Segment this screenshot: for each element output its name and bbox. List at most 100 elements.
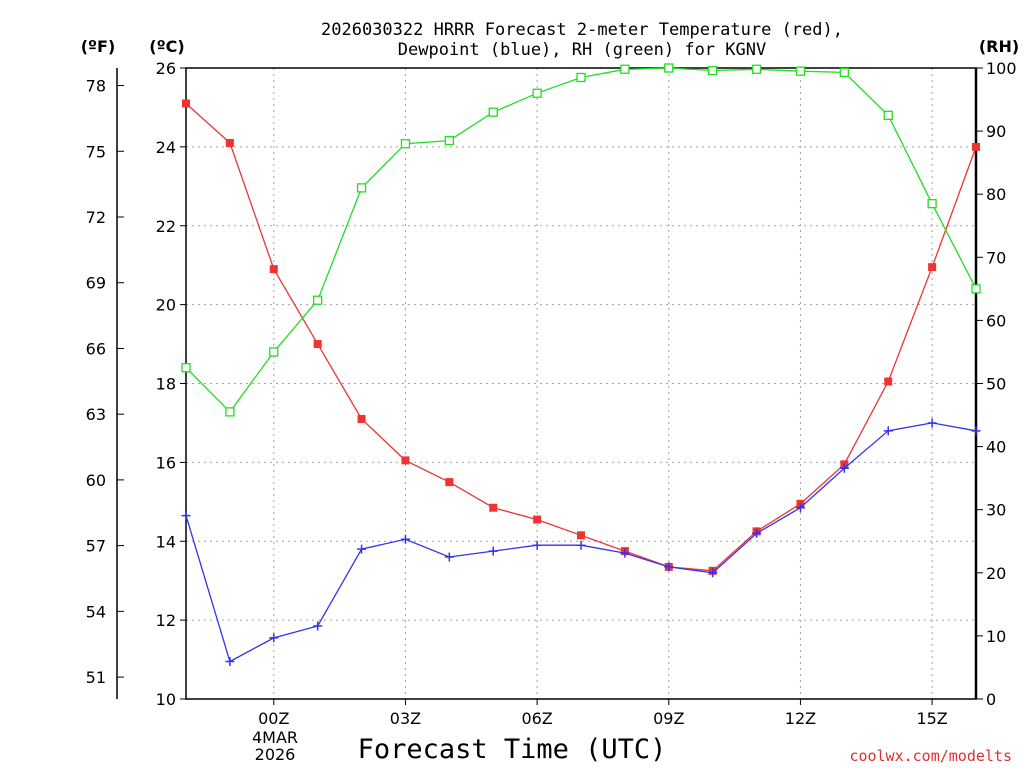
time-tick-label: 12Z — [785, 709, 816, 728]
dewpoint-point — [927, 418, 937, 428]
chart-title-line-1: 2026030322 HRRR Forecast 2-meter Tempera… — [321, 20, 843, 40]
rh-point — [927, 199, 937, 209]
temperature-point — [577, 531, 585, 540]
rh-point — [400, 139, 411, 149]
x-axis-title: Forecast Time (UTC) — [358, 734, 667, 765]
time-tick-label: 09Z — [653, 709, 684, 728]
fahrenheit-tick-label: 75 — [86, 142, 106, 161]
temperature-point — [401, 456, 410, 465]
dewpoint-point — [795, 503, 805, 513]
rh-point — [356, 183, 367, 193]
dewpoint-point — [313, 621, 323, 631]
temperature-point — [489, 503, 498, 512]
rh-point — [313, 295, 323, 305]
temperature-point — [357, 414, 366, 423]
dewpoint-point — [883, 426, 893, 436]
dewpoint-point — [752, 528, 762, 538]
data-series — [181, 63, 981, 667]
fahrenheit-tick-label: 66 — [86, 339, 106, 358]
rh-tick-label: 80 — [986, 185, 1006, 204]
plot-frame — [185, 67, 977, 700]
fahrenheit-tick-label: 63 — [86, 405, 106, 424]
rh-unit-label: (RH) — [979, 37, 1019, 56]
celsius-tick-label: 12 — [156, 611, 176, 630]
rh-tick-label: 10 — [986, 627, 1006, 646]
dewpoint-point — [708, 568, 718, 578]
temperature-point — [269, 265, 278, 274]
rh-point — [576, 72, 586, 83]
time-tick-label: 06Z — [521, 709, 552, 728]
dewpoint-point — [664, 562, 674, 572]
rh-tick-label: 60 — [986, 311, 1006, 330]
rh-tick-label: 40 — [986, 438, 1006, 457]
rh-point — [444, 135, 454, 146]
rh-point — [795, 66, 806, 76]
celsius-unit-label: (ºC) — [149, 37, 184, 56]
time-tick-label: 03Z — [390, 709, 421, 728]
temperature-point — [928, 263, 937, 272]
rh-point — [488, 107, 498, 117]
gridlines — [186, 68, 976, 699]
temperature-point — [972, 142, 980, 151]
rh-point — [664, 63, 674, 73]
dewpoint-point — [532, 540, 542, 550]
fahrenheit-tick-label: 60 — [86, 471, 106, 490]
rh-point — [751, 64, 762, 74]
dewpoint-point — [971, 426, 981, 436]
dewpoint-point — [400, 534, 410, 544]
rh-tick-label: 20 — [986, 564, 1006, 583]
dewpoint-point — [269, 633, 279, 643]
dewpoint-point — [444, 552, 454, 562]
celsius-tick-label: 10 — [156, 690, 176, 709]
rh-point — [971, 284, 981, 294]
dewpoint-point — [620, 548, 630, 558]
celsius-tick-label: 14 — [156, 532, 176, 551]
dewpoint-point — [576, 540, 586, 550]
celsius-tick-label: 26 — [156, 59, 176, 78]
temperature-point — [884, 377, 893, 386]
rh-tick-label: 90 — [986, 122, 1006, 141]
rh-point — [708, 65, 718, 76]
rh-point — [532, 88, 542, 98]
temperature-point — [182, 99, 190, 108]
fahrenheit-unit-label: (ºF) — [81, 37, 116, 56]
rh-tick-label: 30 — [986, 501, 1006, 520]
rh-point — [225, 407, 235, 417]
rh-point — [269, 347, 279, 357]
temperature-point — [533, 515, 542, 524]
time-tick-label: 15Z — [916, 709, 947, 728]
fahrenheit-tick-label: 54 — [86, 602, 106, 621]
celsius-tick-label: 24 — [156, 138, 176, 157]
dewpoint-point — [225, 657, 235, 667]
rh-tick-label: 100 — [986, 59, 1017, 78]
rh-point — [181, 363, 191, 373]
rh-tick-label: 0 — [986, 690, 996, 709]
temperature-point — [225, 138, 234, 147]
celsius-tick-label: 20 — [156, 296, 176, 315]
rh-point — [883, 110, 893, 120]
rh-tick-label: 50 — [986, 375, 1006, 394]
fahrenheit-tick-label: 57 — [86, 537, 106, 556]
dewpoint-point — [488, 546, 498, 556]
dewpoint-point — [181, 511, 191, 521]
rh-tick-label: 70 — [986, 248, 1006, 267]
temperature-line — [185, 103, 977, 572]
credit-label: coolwx.com/modelts — [849, 747, 1012, 765]
temperature-point — [313, 340, 322, 349]
celsius-tick-label: 22 — [156, 217, 176, 236]
dewpoint-point — [357, 544, 367, 554]
celsius-tick-label: 18 — [156, 375, 176, 394]
rh-point — [839, 67, 849, 78]
fahrenheit-tick-label: 72 — [86, 208, 106, 227]
date-label-day: 4MAR — [252, 728, 298, 747]
fahrenheit-tick-label: 78 — [86, 77, 106, 96]
fahrenheit-tick-label: 51 — [86, 668, 106, 687]
date-label-year: 2026 — [255, 745, 296, 764]
chart-title-line-2: Dewpoint (blue), RH (green) for KGNV — [398, 40, 766, 60]
rh-line — [185, 67, 977, 413]
axis-ticks: 10 12 14 16 18 20 22 24 26 00Z 03Z 06Z 09Z 12Z 15Z 0 10 2… — [86, 59, 1017, 728]
temperature-point — [445, 478, 454, 487]
celsius-tick-label: 16 — [156, 453, 176, 472]
rh-point — [620, 64, 630, 74]
